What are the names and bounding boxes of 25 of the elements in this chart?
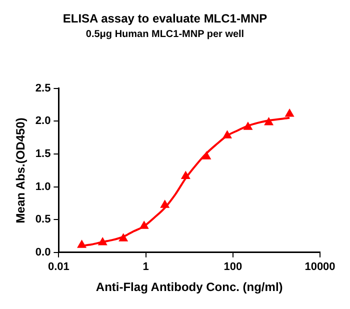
y-axis-title: Mean Abs.(OD450): [14, 118, 28, 224]
chart-title: ELISA assay to evaluate MLC1-MNP: [62, 12, 268, 26]
point: [285, 108, 294, 117]
point: [77, 240, 86, 248]
x-tick-label: 10000: [304, 261, 336, 274]
point: [222, 130, 232, 138]
chart-subtitle: 0.5μg Human MLC1-MNP per well: [86, 29, 244, 40]
point: [181, 171, 190, 180]
point: [160, 200, 170, 208]
x-tick-label: 1: [142, 261, 149, 274]
point: [98, 238, 108, 246]
point: [244, 122, 252, 130]
y-tick-label: 1.5: [35, 148, 51, 160]
point: [202, 152, 211, 160]
y-tick-label: 1.0: [35, 180, 51, 193]
x-axis-title: Anti-Flag Antibody Conc. (ng/ml): [96, 280, 283, 294]
point: [264, 118, 274, 126]
y-tick-label: 2.0: [35, 115, 51, 128]
x-tick-label: 100: [224, 261, 242, 274]
point: [140, 221, 148, 229]
y-tick-label: 2.5: [35, 82, 51, 94]
x-tick-label: 0.01: [48, 261, 70, 274]
point: [118, 234, 128, 242]
y-tick-label: 0.5: [35, 214, 51, 226]
y-tick-label: 0.0: [35, 246, 51, 258]
